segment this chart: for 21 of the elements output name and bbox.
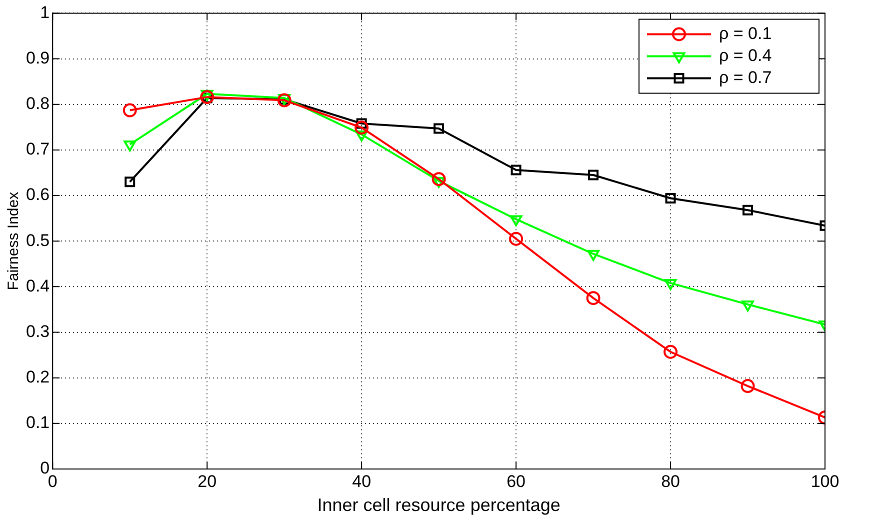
y-tick-label: 0.7	[26, 140, 50, 159]
y-tick-label: 0.9	[26, 48, 50, 68]
x-tick-label: 60	[506, 472, 526, 491]
y-tick-label: 0.1	[26, 413, 50, 432]
legend-label: ρ = 0.4	[719, 46, 772, 65]
x-tick-label: 80	[661, 472, 680, 491]
y-tick-label: 0.3	[26, 322, 50, 341]
y-tick-label: 0.6	[26, 185, 50, 204]
y-tick-label: 0.8	[26, 94, 50, 114]
x-axis-title: Inner cell resource percentage	[317, 495, 560, 516]
y-axis-title: Fairness Index	[5, 191, 22, 290]
legend-label: ρ = 0.7	[719, 68, 772, 87]
y-tick-label: 0.5	[26, 230, 50, 250]
y-tick-label: 0	[40, 458, 50, 478]
x-tick-label: 40	[352, 472, 372, 491]
y-tick-label: 0.2	[26, 368, 50, 387]
x-tick-label: 20	[198, 472, 217, 491]
y-tick-label: 0.4	[26, 276, 50, 296]
y-tick-label: 1	[40, 2, 50, 22]
x-tick-label: 100	[810, 472, 840, 491]
legend-label: ρ = 0.1	[719, 24, 772, 43]
